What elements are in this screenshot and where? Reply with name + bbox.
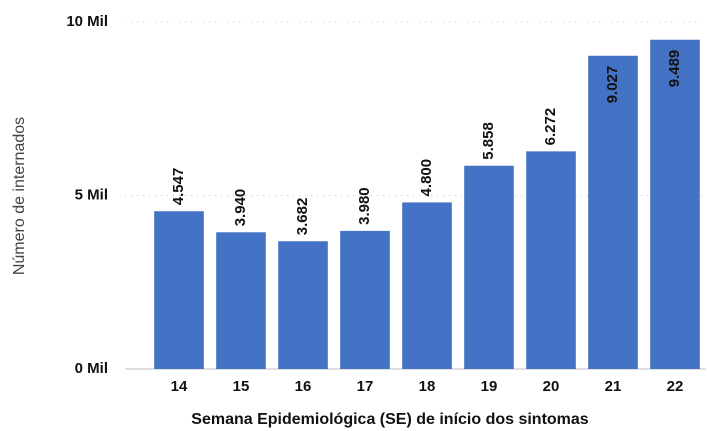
value-label: 3.980: [356, 187, 373, 225]
x-tick-label: 16: [295, 378, 312, 395]
value-label: 6.272: [542, 108, 559, 146]
x-tick-label: 18: [419, 378, 436, 395]
bar: [588, 55, 638, 370]
bar: [526, 151, 576, 369]
bar: [402, 202, 452, 369]
value-label: 9.027: [604, 66, 621, 104]
bar: [650, 39, 700, 370]
x-tick-label: 21: [605, 378, 622, 395]
bar: [340, 230, 390, 369]
bar: [216, 232, 266, 369]
y-tick-label: 10 Mil: [66, 13, 108, 30]
value-label: 3.940: [232, 189, 249, 227]
value-label: 5.858: [480, 122, 497, 160]
value-label: 9.489: [666, 50, 683, 88]
bar: [278, 241, 328, 369]
value-label: 3.682: [294, 198, 311, 236]
value-label: 4.800: [418, 159, 435, 197]
x-tick-label: 15: [233, 378, 250, 395]
y-tick-label: 0 Mil: [75, 360, 108, 377]
x-tick-label: 22: [667, 378, 684, 395]
y-tick-label: 5 Mil: [75, 186, 108, 203]
bar: [154, 211, 204, 369]
x-tick-label: 19: [481, 378, 498, 395]
bar: [464, 165, 514, 369]
x-tick-label: 14: [171, 378, 188, 395]
value-label: 4.547: [170, 168, 187, 206]
x-tick-label: 20: [543, 378, 560, 395]
x-axis-title: Semana Epidemiológica (SE) de início dos…: [191, 411, 589, 428]
x-tick-label: 17: [357, 378, 374, 395]
y-axis-title: Número de internados: [11, 117, 28, 275]
